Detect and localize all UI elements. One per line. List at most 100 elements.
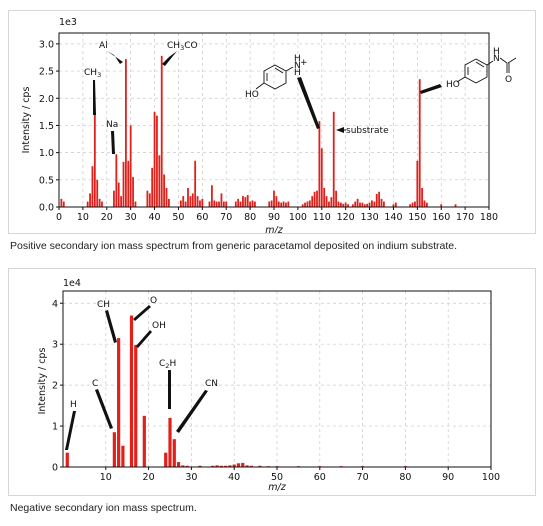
annotation-o-arrow: [133, 305, 151, 321]
annotation-ch3-label: CH3: [84, 68, 101, 79]
x-tick-label: 100: [482, 472, 500, 483]
annotation-al: Al: [99, 41, 123, 64]
spectrum-bar: [337, 201, 340, 207]
spectrum-bar: [425, 202, 428, 207]
y-axis-label: Intensity / cps: [37, 348, 48, 415]
spectrum-bar: [219, 465, 223, 467]
spectrum-bar: [242, 196, 244, 207]
annotation-na-arrow: [111, 131, 115, 154]
annotation-oh: OH: [136, 321, 166, 348]
spectrum-bar: [185, 465, 189, 467]
y-tick-label: 0.5: [39, 175, 54, 186]
spectrum-bar: [129, 125, 132, 207]
x-tick-label: 110: [313, 212, 331, 223]
annotation-ch-label: CH: [97, 300, 110, 310]
ion-arrow: [297, 77, 320, 129]
spectrum-bar: [304, 202, 306, 207]
x-tick-label: 40: [228, 472, 240, 483]
spectrum-bar: [115, 154, 118, 207]
spectrum-bar: [222, 201, 225, 207]
spectrum-bar: [323, 187, 326, 207]
svg-text:H: H: [294, 68, 301, 78]
annotation-substrate-arrow: [336, 127, 344, 133]
negative-spectrum-caption: Negative secondary ion mass spectrum.: [10, 502, 197, 514]
spectrum-bar: [249, 201, 252, 207]
spectrum-bar: [318, 121, 321, 207]
y-tick-label: 2.5: [39, 67, 54, 78]
spectrum-bar: [270, 200, 273, 207]
spectrum-bar: [120, 196, 123, 207]
spectrum-bar: [215, 201, 218, 207]
spectrum-bar: [179, 200, 182, 207]
spectrum-bar: [232, 464, 236, 467]
ion-nh-label: N: [294, 61, 301, 71]
spectrum-bar: [210, 185, 213, 207]
annotation-oh-arrow: [136, 330, 152, 348]
x-tick-label: 50: [172, 212, 184, 223]
x-tick-label: 160: [432, 212, 450, 223]
x-tick-label: 20: [143, 472, 155, 483]
x-tick-label: 30: [185, 472, 197, 483]
molecule-arrow: [420, 84, 442, 94]
annotation-c2h-label: C2H: [159, 359, 176, 370]
spectrum-bar: [301, 204, 304, 207]
y-tick-label: 2: [52, 381, 58, 392]
spectrum-bar: [129, 315, 134, 467]
x-tick-label: 70: [357, 472, 369, 483]
x-tick-label: 80: [399, 472, 411, 483]
x-tick-label: 90: [442, 472, 454, 483]
spectrum-bar: [308, 200, 311, 207]
x-axis-label: m/z: [268, 482, 286, 493]
spectrum-bar: [62, 201, 65, 207]
y-tick-label: 1.5: [39, 121, 54, 132]
ion-ho-label: HO: [245, 90, 259, 100]
spectrum-bar: [282, 201, 285, 207]
annotation-cn-label: CN: [205, 379, 218, 389]
spectrum-bar: [280, 202, 283, 207]
negative-spectrum-panel: 10 20 30 40 50 60 70 80 90 100 0 1 2 3 4 1e4 m/z Inten…: [8, 268, 536, 496]
annotation-ch-arrow: [105, 310, 117, 343]
spectrum-bar: [158, 155, 161, 207]
spectrum-bar: [325, 196, 328, 207]
spectrum-bar: [371, 200, 373, 207]
spectrum-bar: [101, 201, 103, 207]
spectrum-bar: [134, 345, 138, 467]
x-tick-label: 40: [149, 212, 161, 223]
x-axis-label: m/z: [265, 225, 283, 233]
spectrum-bar: [198, 465, 202, 467]
annotation-h-label: H: [70, 400, 77, 410]
x-tick-label: 50: [271, 472, 283, 483]
spectrum-bar: [332, 111, 335, 207]
spectrum-bar: [330, 197, 333, 207]
y-tick-label: 0: [52, 463, 58, 474]
spectrum-bar: [342, 203, 345, 207]
positive-spectrum-panel: 0 10 20 30 40 50 60 70 80 90 100 110 120 130 140 150 160…: [8, 10, 536, 234]
annotation-ch: CH: [97, 300, 117, 343]
spectrum-bar: [134, 201, 137, 207]
spectrum-bar: [234, 201, 237, 207]
x-tick-label: 30: [125, 212, 137, 223]
x-tick-label: 20: [101, 212, 113, 223]
spectrum-bar: [414, 201, 416, 207]
spectrum-bar: [354, 201, 357, 207]
annotation-ch3co-label: CH3CO: [167, 41, 198, 52]
annotation-h-arrow: [65, 411, 76, 450]
spectrum-bar: [91, 166, 94, 207]
spectrum-bar: [380, 198, 383, 207]
y-axis-label: Intensity / cps: [21, 87, 32, 154]
spectrum-bar: [176, 462, 181, 467]
spectrum-bar: [156, 115, 158, 207]
spectrum-bar: [258, 465, 262, 467]
spectrum-bar: [244, 197, 247, 207]
annotation-c-arrow: [95, 389, 113, 429]
spectrum-bar: [163, 174, 166, 207]
spectrum-bar: [213, 200, 216, 207]
positive-spectrum-caption: Positive secondary ion mass spectrum fro…: [10, 240, 458, 252]
spectrum-bar: [416, 160, 419, 207]
spectrum-bar: [392, 204, 395, 207]
annotation-al-arrow: [107, 51, 123, 64]
annotation-c-label: C: [92, 379, 98, 389]
annotation-ch3: CH3: [84, 68, 101, 115]
spectrum-bar: [335, 190, 338, 207]
x-tick-label: 80: [244, 212, 256, 223]
